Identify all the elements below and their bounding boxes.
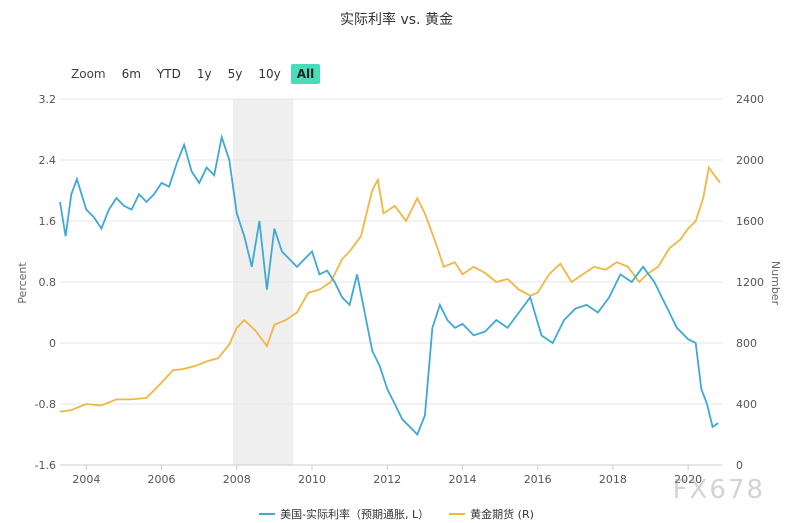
x-tick-label: 2016 bbox=[524, 473, 552, 486]
x-tick-label: 2008 bbox=[223, 473, 251, 486]
legend-swatch-gold bbox=[449, 513, 466, 515]
right-tick-label: 400 bbox=[736, 398, 757, 411]
left-tick-label: -0.8 bbox=[35, 398, 56, 411]
x-tick-label: 2014 bbox=[448, 473, 476, 486]
x-tick-label: 2018 bbox=[599, 473, 627, 486]
left-tick-label: 0 bbox=[49, 337, 56, 350]
real-rate-series-line bbox=[59, 133, 719, 437]
right-tick-label: 2000 bbox=[736, 154, 764, 167]
right-tick-label: 1600 bbox=[736, 215, 764, 228]
legend-swatch-real-rate bbox=[259, 513, 276, 515]
right-tick-label: 0 bbox=[736, 459, 743, 472]
legend-label-gold: 黄金期货 (R) bbox=[470, 508, 534, 521]
right-tick-label: 2400 bbox=[736, 93, 764, 106]
zoom-ytd-button[interactable]: YTD bbox=[156, 67, 181, 81]
right-tick-label: 1200 bbox=[736, 276, 764, 289]
x-tick-label: 2020 bbox=[674, 473, 702, 486]
left-tick-label: 3.2 bbox=[39, 93, 57, 106]
right-axis: 2400 2000 1600 1200 800 400 0 bbox=[736, 93, 764, 472]
legend-item-gold[interactable]: 黄金期货 (R) bbox=[449, 506, 534, 522]
grid-lines bbox=[60, 98, 722, 466]
gold-series-line bbox=[59, 165, 721, 413]
left-tick-label: 0.8 bbox=[39, 276, 57, 289]
zoom-5y-button[interactable]: 5y bbox=[227, 67, 243, 81]
right-axis-label: Number bbox=[769, 261, 782, 306]
left-tick-label: 1.6 bbox=[39, 215, 57, 228]
x-axis: 2004 2006 2008 2010 2012 2014 2016 2018 2020 bbox=[60, 464, 722, 486]
x-tick-label: 2010 bbox=[298, 473, 326, 486]
x-tick-label: 2004 bbox=[72, 473, 100, 486]
zoom-toolbar: Zoom 6m YTD 1y 5y 10y All bbox=[71, 63, 324, 85]
x-tick-label: 2012 bbox=[373, 473, 401, 486]
legend-item-real-rate[interactable]: 美国-实际利率（预期通胀, L） bbox=[259, 506, 429, 522]
right-tick-label: 800 bbox=[736, 337, 757, 350]
zoom-all-button[interactable]: All bbox=[290, 64, 321, 84]
left-axis: 3.2 2.4 1.6 0.8 0 -0.8 -1.6 bbox=[35, 93, 56, 472]
chart-title: 实际利率 vs. 黄金 bbox=[340, 12, 453, 28]
legend-label-real-rate: 美国-实际利率（预期通胀, L） bbox=[280, 508, 430, 521]
legend: 美国-实际利率（预期通胀, L） 黄金期货 (R) bbox=[0, 506, 793, 522]
zoom-1y-button[interactable]: 1y bbox=[196, 67, 212, 81]
left-axis-label: Percent bbox=[16, 262, 29, 304]
watermark: FX678 bbox=[672, 475, 765, 505]
zoom-6m-button[interactable]: 6m bbox=[121, 67, 141, 81]
left-tick-label: 2.4 bbox=[39, 154, 57, 167]
zoom-label: Zoom bbox=[71, 67, 106, 81]
zoom-10y-button[interactable]: 10y bbox=[258, 67, 281, 81]
x-tick-label: 2006 bbox=[148, 473, 176, 486]
left-tick-label: -1.6 bbox=[35, 459, 56, 472]
